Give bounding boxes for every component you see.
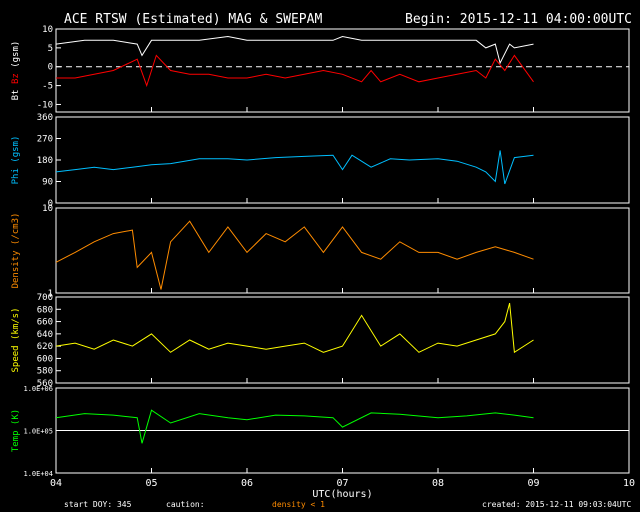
begin-time: Begin: 2015-12-11 04:00:00UTC (405, 12, 632, 27)
series-line-phi (55, 150, 534, 185)
x-tick-label: 10 (623, 478, 635, 489)
y-tick-label-speed: 560 (37, 379, 53, 389)
density-caution-note: density < 1 (272, 500, 325, 509)
start-doy: start DOY: 345 (64, 500, 132, 509)
panel-frame-mag (55, 28, 630, 113)
x-tick-label: 07 (336, 478, 348, 489)
y-tick-label-speed: 640 (37, 330, 53, 340)
x-tick-label: 08 (432, 478, 444, 489)
series-line-temp (55, 409, 534, 444)
y-tick-label-mag: 10 (42, 25, 53, 35)
y-tick-label-mag: 0 (48, 63, 53, 73)
y-tick-label-phi: 180 (37, 156, 53, 166)
y-axis-label-temp: Temp (K) (11, 409, 21, 452)
caution-label: caution: (166, 500, 205, 509)
y-axis-label-part: (gsm) (11, 41, 21, 74)
y-tick-label-speed: 600 (37, 354, 53, 364)
y-axis-label-speed: Speed (km/s) (11, 307, 21, 372)
y-tick-label-speed: 700 (37, 293, 53, 303)
chart-title: ACE RTSW (Estimated) MAG & SWEPAM (64, 12, 323, 27)
series-line-bt (55, 35, 534, 65)
y-axis-label-phi: Phi (gsm) (11, 136, 21, 185)
y-tick-label-speed: 680 (37, 305, 53, 315)
y-tick-label-phi: 360 (37, 113, 53, 123)
y-tick-label-density: 1 (48, 289, 53, 299)
y-tick-label-speed: 620 (37, 342, 53, 352)
y-axis-label-density: Density (/cm3) (11, 213, 21, 289)
x-tick-label: 05 (145, 478, 157, 489)
series-line-speed (55, 302, 534, 354)
y-tick-label-temp: 1.0E+04 (23, 470, 53, 478)
y-tick-label-phi: 0 (48, 199, 53, 209)
y-axis-label-mag: Bt Bz (gsm) (11, 41, 21, 101)
x-axis-label: UTC(hours) (312, 489, 372, 500)
y-tick-label-mag: 5 (48, 44, 53, 54)
y-tick-label-phi: 90 (42, 178, 53, 188)
y-tick-label-mag: -5 (42, 82, 53, 92)
y-tick-label-temp: 1.0E+06 (23, 385, 53, 393)
y-tick-label-speed: 580 (37, 367, 53, 377)
x-tick-label: 09 (527, 478, 539, 489)
y-tick-label-temp: 1.0E+05 (23, 428, 53, 436)
panel-frame-density (55, 207, 630, 294)
y-tick-label-speed: 660 (37, 318, 53, 328)
created-time: created: 2015-12-11 09:03:04UTC (482, 500, 632, 509)
y-tick-label-density: 10 (42, 204, 53, 214)
series-line-bz (56, 54, 534, 88)
x-tick-label: 06 (241, 478, 253, 489)
series-line-density (55, 220, 534, 290)
y-tick-label-mag: -10 (37, 100, 53, 110)
x-tick-label: 04 (50, 478, 62, 489)
y-axis-label-part: Bt (11, 89, 21, 100)
y-tick-label-phi: 270 (37, 135, 53, 145)
y-axis-label-part: Bz (11, 73, 21, 89)
panel-frame-phi (55, 116, 630, 204)
